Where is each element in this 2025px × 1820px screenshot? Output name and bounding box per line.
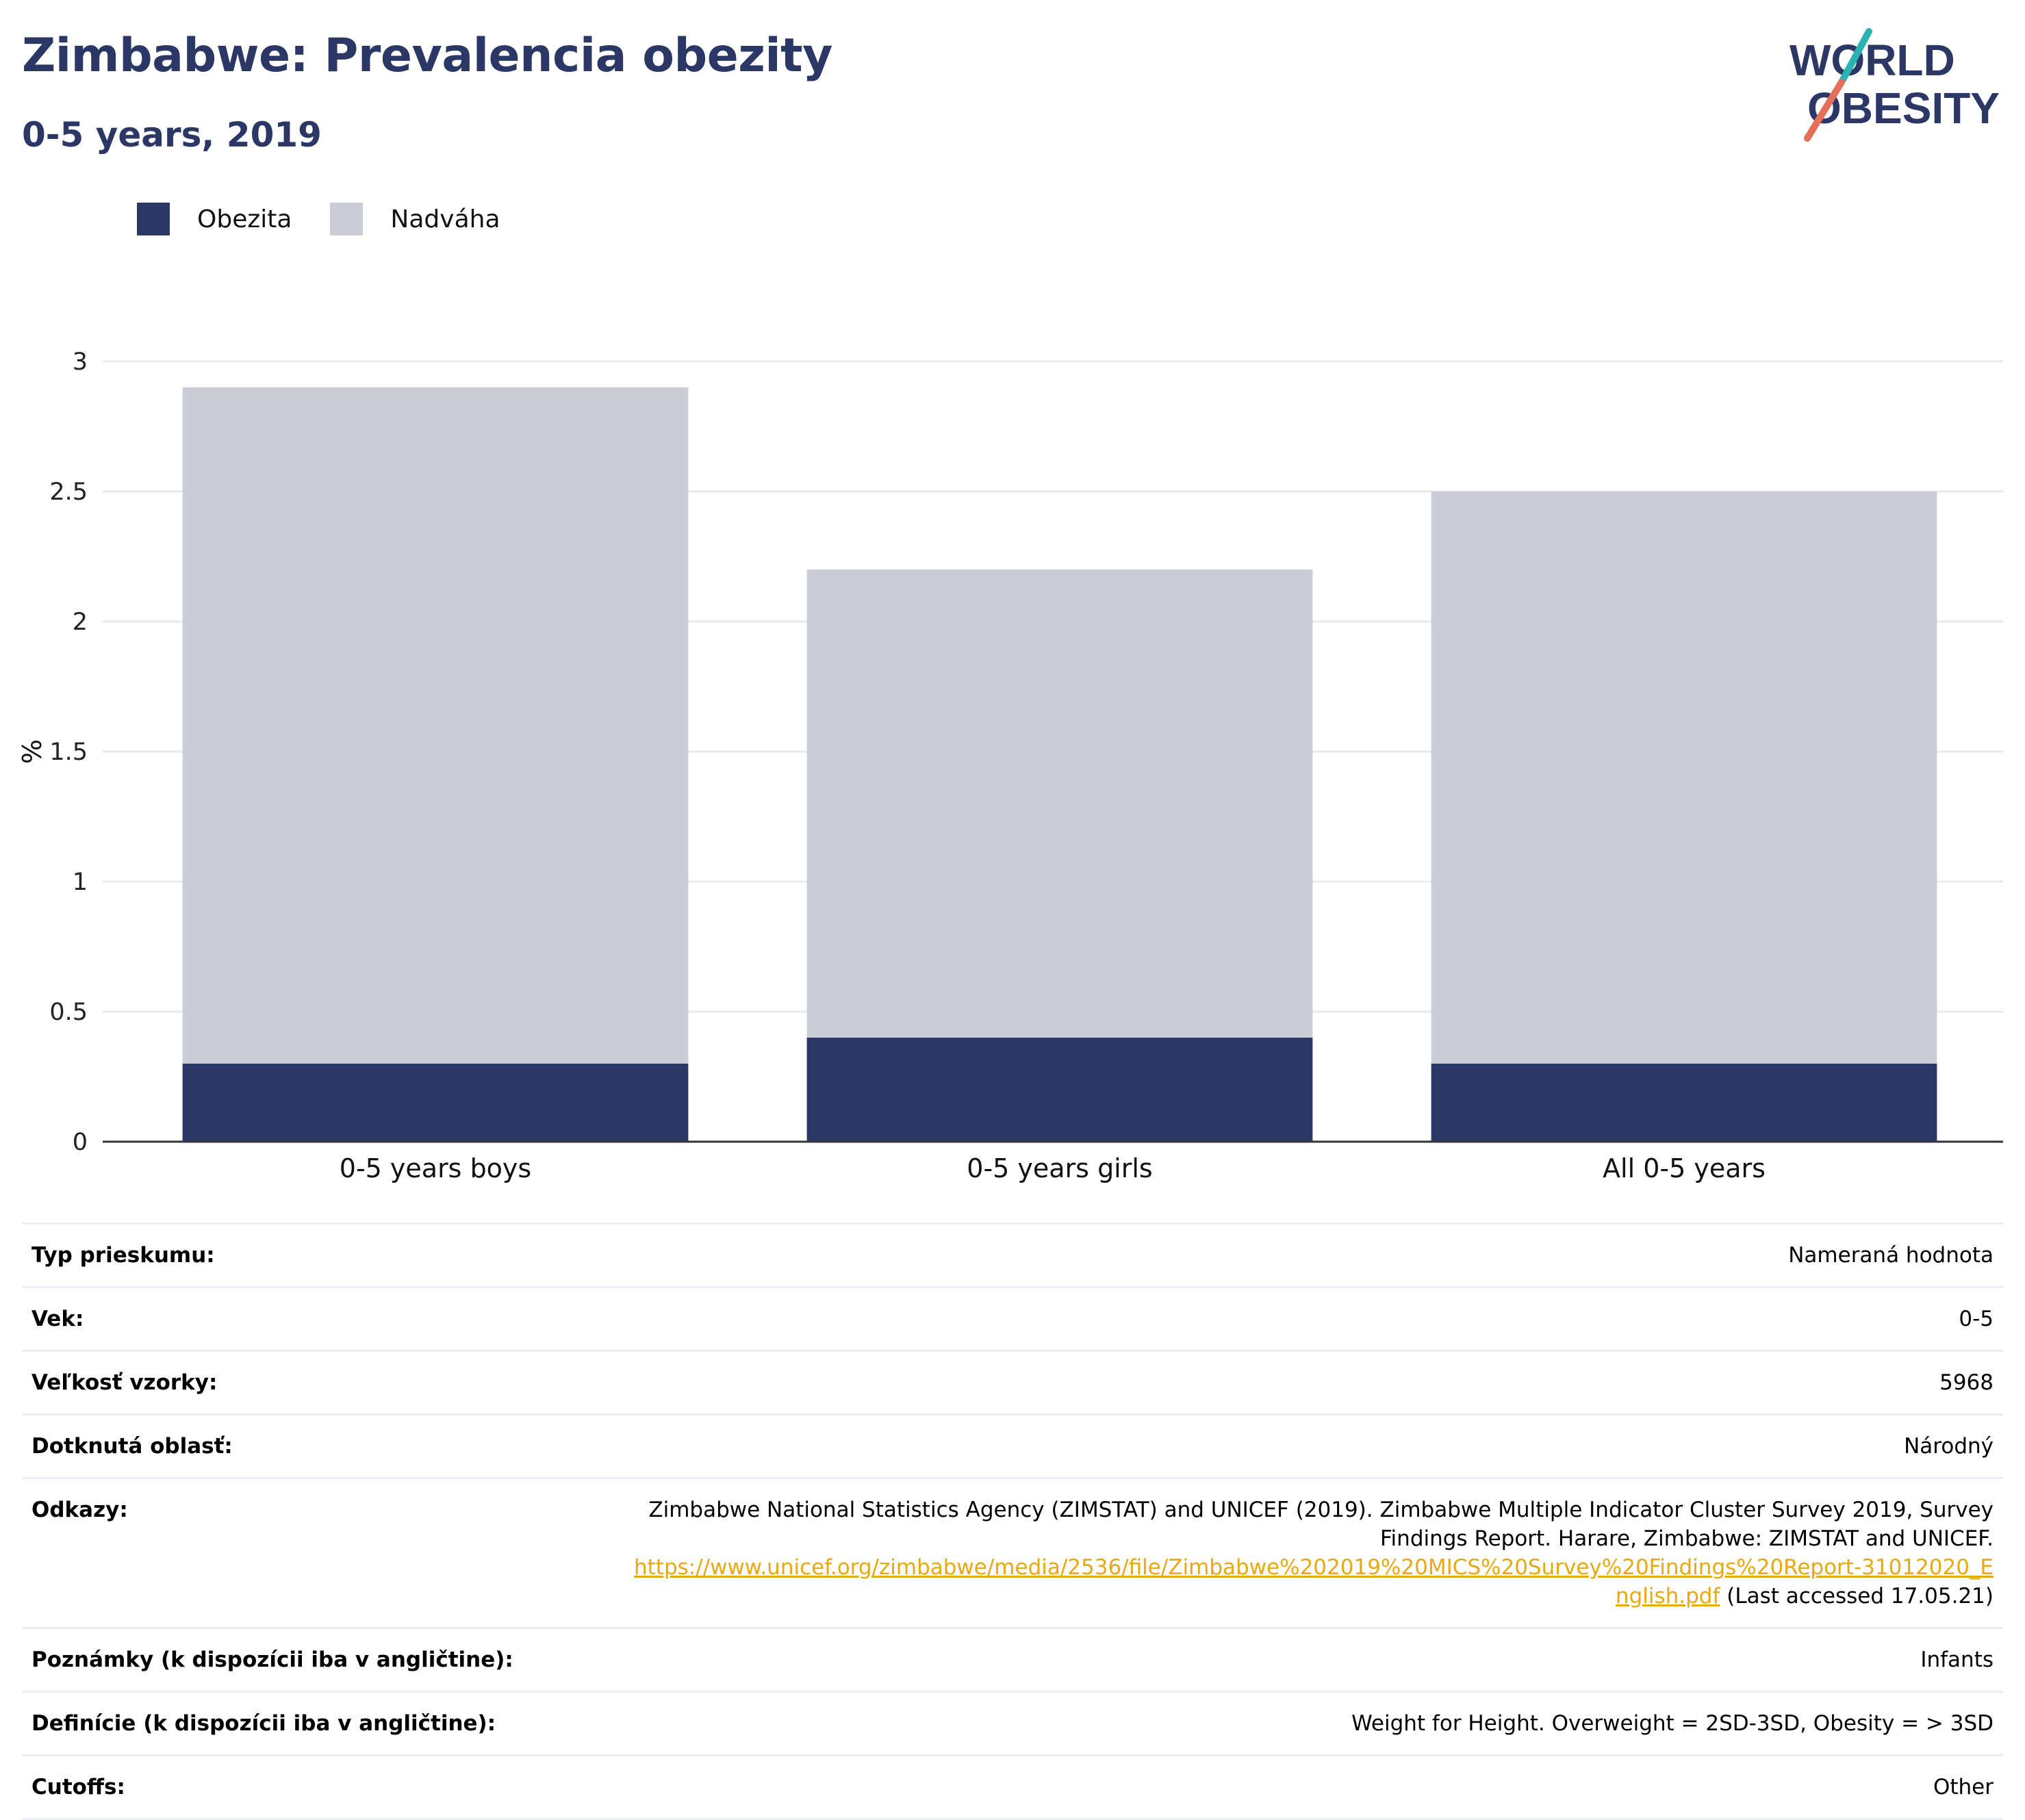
legend-label-obezita: Obezita: [197, 205, 292, 233]
legend-swatch-obezita: [137, 203, 170, 235]
references-value: Zimbabwe National Statistics Agency (ZIM…: [624, 1496, 1994, 1611]
references-suffix: (Last accessed 17.05.21): [1727, 1584, 1994, 1608]
y-tick-label: 2: [73, 608, 88, 636]
details-row: Poznámky (k dispozícii iba v angličtine)…: [22, 1627, 2003, 1691]
details-value: Weight for Height. Overweight = 2SD-3SD,…: [1351, 1711, 1994, 1736]
stacked-bar-chart: 0 0.5 1 1.5 2 2.5 3% 0-5 years boys 0-5 years gi…: [17, 348, 2003, 1183]
bar-obezita: [806, 1038, 1313, 1142]
details-key: Typ prieskumu:: [31, 1243, 215, 1268]
y-tick-label: 0: [73, 1129, 88, 1156]
details-value: Národný: [1904, 1434, 1994, 1459]
details-value: Other: [1933, 1775, 1994, 1799]
details-key: Vek:: [31, 1307, 84, 1331]
details-value: 0-5: [1959, 1307, 1994, 1331]
survey-details-table: Typ prieskumu: Nameraná hodnota Vek: 0-5…: [22, 1222, 2003, 1820]
bar-nadváha: [1431, 491, 1937, 1064]
world-obesity-logo: WORLD OBESITY: [1790, 28, 2000, 142]
details-key: Poznámky (k dispozícii iba v angličtine)…: [31, 1648, 513, 1672]
details-value: Infants: [1920, 1648, 1994, 1672]
y-tick-label: 3: [73, 348, 88, 376]
y-axis-label: %: [17, 739, 47, 764]
legend-label-nadvaha: Nadváha: [390, 205, 500, 233]
details-key: Definície (k dispozícii iba v angličtine…: [31, 1711, 496, 1736]
details-value: Nameraná hodnota: [1788, 1243, 1994, 1268]
logo-teal-stroke: [1838, 28, 1872, 86]
details-row: Typ prieskumu: Nameraná hodnota: [22, 1222, 2003, 1286]
bar-nadváha: [806, 569, 1313, 1038]
y-tick-label: 1: [73, 869, 88, 896]
x-tick-label: 0-5 years girls: [967, 1153, 1152, 1183]
details-key: Cutoffs:: [31, 1775, 125, 1799]
y-tick-label: 2.5: [49, 478, 88, 506]
references-link[interactable]: https://www.unicef.org/zimbabwe/media/25…: [633, 1555, 1994, 1608]
details-key: Dotknutá oblasť:: [31, 1434, 233, 1459]
details-row: Veľkosť vzorky: 5968: [22, 1350, 2003, 1413]
references-text: Zimbabwe National Statistics Agency (ZIM…: [648, 1498, 1994, 1551]
chart-title: Zimbabwe: Prevalencia obezity: [22, 29, 832, 83]
details-row-references: Odkazy: Zimbabwe National Statistics Age…: [22, 1477, 2003, 1627]
details-row: Definície (k dispozícii iba v angličtine…: [22, 1691, 2003, 1754]
references-key: Odkazy:: [31, 1498, 128, 1522]
details-row: Dotknutá oblasť: Národný: [22, 1413, 2003, 1477]
legend-swatch-nadvaha: [330, 203, 364, 235]
bar-nadváha: [182, 387, 689, 1064]
details-value: 5968: [1939, 1370, 1994, 1395]
chart-legend: Obezita Nadváha: [137, 203, 539, 235]
y-tick-label: 0.5: [49, 999, 88, 1026]
chart-subtitle: 0-5 years, 2019: [22, 115, 322, 155]
legend-item-nadvaha[interactable]: Nadváha: [330, 203, 500, 235]
x-tick-label: All 0-5 years: [1603, 1153, 1766, 1183]
logo-line1: WORLD: [1790, 36, 1955, 85]
x-tick-label: 0-5 years boys: [340, 1153, 531, 1183]
y-tick-label: 1.5: [49, 739, 88, 766]
bar-obezita: [1431, 1064, 1937, 1142]
bar-obezita: [182, 1064, 689, 1142]
details-key: Veľkosť vzorky:: [31, 1370, 218, 1395]
logo-coral-stroke: [1804, 79, 1845, 142]
legend-item-obezita[interactable]: Obezita: [137, 203, 292, 235]
details-row: Cutoffs: Other: [22, 1754, 2003, 1820]
details-row: Vek: 0-5: [22, 1286, 2003, 1350]
